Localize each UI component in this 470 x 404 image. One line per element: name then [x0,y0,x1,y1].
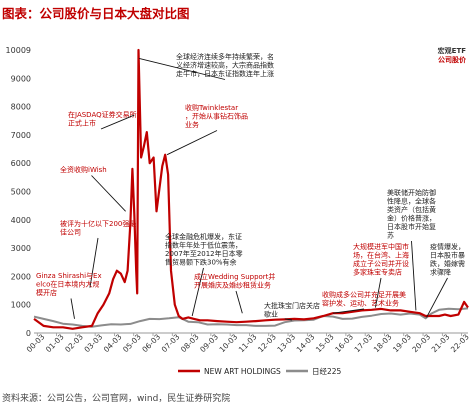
x-tick-label: 13-03 [275,332,297,354]
annotation: 大批珠宝门店关店歇业 [264,301,320,321]
y-tick-label: 0 [26,329,31,338]
y-tick-label: 7000 [11,131,31,140]
y-tick-label: 9000 [11,74,31,83]
annotation-arrow [91,175,126,212]
annotation: 成立Wedding Support并开展婚庆及婚纱租赁业务 [194,272,275,314]
annotation: 全球经济连续多年持续繁荣，名义经济增速较高，大宗商品指数走牛市，日本东证指数连年… [139,52,274,80]
x-tick-label: 20-03 [410,332,432,354]
annotation-arrow [284,318,293,321]
annotation: 全球金融危机爆发，东证指数年年处于低位震荡， 2007年至2012年日本零售贸易额… [165,232,243,317]
x-tick-label: 11-03 [237,332,259,354]
annotation-text: 大批珠宝门店关店歇业 [264,301,320,319]
annotation-arrow [374,277,382,308]
annotation-text: 全球金融危机爆发，东证指数年年处于低位震荡， 2007年至2012年日本零售贸易额… [165,232,243,267]
annotation-text: 大规模进军中国市场，在台湾、上海成立子公司并开设多家珠宝专卖店 [353,242,409,277]
annotation: 被评为十亿以下200强最佳公司 [60,219,136,288]
y-tick-label: 8000 [11,103,31,112]
annotation-arrow [89,237,99,288]
annotation-arrow [332,308,365,314]
annotation: Ginza Shirashi与Ex elco在日本境内大规模开店 [36,272,102,319]
x-tick-label: 01-03 [44,332,66,354]
y-tick-label: 6000 [11,159,31,168]
corner-label: 公司股价 [438,55,467,64]
annotation-text: 疫情爆发，日本股市暴跌，婚嫁需求骤降 [430,242,465,277]
y-tick-label: 10009 [6,46,31,55]
x-tick-label: 07-03 [160,332,182,354]
x-tick-label: 14-03 [295,332,317,354]
x-tick-label: 06-03 [140,332,162,354]
x-tick-label: 17-03 [353,332,375,354]
legend-label-nikkei: 日经225 [312,366,342,376]
annotation-text: 收购Twinklestar ，开始从事钻石饰品业务 [185,103,248,129]
x-tick-label: 09-03 [198,332,220,354]
x-tick-label: 16-03 [333,332,355,354]
annotation-arrow [426,277,448,318]
x-tick-label: 22-03 [449,332,470,354]
y-tick-label: 2000 [11,272,31,281]
y-tick-label: 1000 [11,301,31,310]
x-tick-label: 19-03 [391,332,413,354]
x-tick-label: 18-03 [372,332,394,354]
legend-label-company: NEW ART HOLDINGS [204,367,281,376]
corner-label: 宏观ETF [438,46,467,55]
annotation-text: 被评为十亿以下200强最佳公司 [60,219,136,237]
series-line-nikkei [33,307,469,328]
series-layer [33,48,469,330]
annotation: 美联储开始防御性降息，全球各类资产（包括黄金）价格普涨，日本股市开始复苏 [387,188,436,311]
series-line-company [33,48,469,330]
figure-title: 图表：公司股价与日本大盘对比图 [2,6,190,21]
annotation-arrow [100,114,135,130]
annotation-text: Ginza Shirashi与Ex elco在日本境内大规模开店 [36,272,102,297]
annotation: 全资收购iWish [60,165,126,212]
x-tick-label: 21-03 [430,332,452,354]
annotation: 收购Twinklestar ，开始从事钻石饰品业务 [166,103,248,156]
annotation: 疫情爆发，日本股市暴跌，婚嫁需求骤降 [426,242,465,318]
x-tick-label: 15-03 [314,332,336,354]
y-tick-label: 5000 [11,188,31,197]
annotation: 大规模进军中国市场，在台湾、上海成立子公司并开设多家珠宝专卖店 [353,242,409,308]
y-tick-label: 4000 [11,216,31,225]
source-note: 资料来源：公司公告，公司官网，wind，民生证券研究院 [2,394,231,404]
x-tick-label: 03-03 [82,332,104,354]
annotation-text: 成立Wedding Support并开展婚庆及婚纱租赁业务 [194,272,275,290]
annotation-arrow [139,58,226,80]
annotation-text: 在JASDAQ证券交易所正式上市 [68,110,137,128]
x-tick-label: 02-03 [63,332,85,354]
x-tick-label: 08-03 [179,332,201,354]
annotation-text: 全球经济连续多年持续繁荣，名义经济增速较高，大宗商品指数走牛市，日本东证指数连年… [176,52,274,78]
legend: NEW ART HOLDINGS 日经225 [178,366,342,376]
x-tick-label: 05-03 [121,332,143,354]
annotation-arrow [191,267,204,317]
annotation-text: 全资收购iWish [60,165,107,174]
y-tick-label: 3000 [11,244,31,253]
annotation-arrow [411,240,417,311]
x-tick-label: 04-03 [102,332,124,354]
annotation-arrow [166,130,218,156]
annotation-layer: 全球经济连续多年持续繁荣，名义经济增速较高，大宗商品指数走牛市，日本东证指数连年… [36,46,467,321]
annotation-arrow [235,290,243,314]
annotation-arrow [70,298,75,319]
annotation: 在JASDAQ证券交易所正式上市 [68,110,137,130]
annotation-text: 美联储开始防御性降息，全球各类资产（包括黄金）价格普涨，日本股市开始复苏 [387,188,436,240]
x-tick-label: 12-03 [256,332,278,354]
x-tick-label: 10-03 [218,332,240,354]
annotation-text: 收购成多公司并充足开展美容护发、运动、艺术业务 [322,290,406,308]
annotation: 收购成多公司并充足开展美容护发、运动、艺术业务 [322,290,406,314]
